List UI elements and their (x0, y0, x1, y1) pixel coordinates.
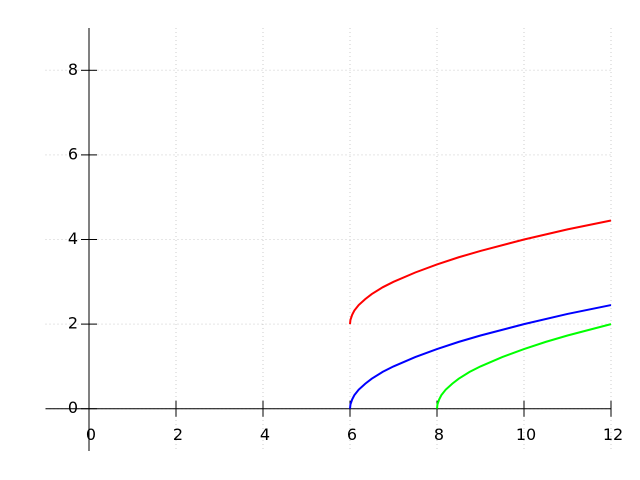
x-tick-label: 12 (603, 425, 623, 444)
y-tick-label: 6 (68, 144, 78, 163)
y-tick-label: 8 (68, 60, 78, 79)
y-tick-label: 2 (68, 314, 78, 333)
x-tick-label: 2 (173, 425, 183, 444)
series-line (349, 219, 612, 325)
y-tick-label: 0 (68, 398, 78, 417)
series-line (349, 304, 612, 409)
x-tick-label: 6 (347, 425, 357, 444)
x-tick-label: 0 (86, 425, 96, 444)
y-tick-label: 4 (68, 229, 78, 248)
x-tick-label: 8 (434, 425, 444, 444)
series-line (436, 323, 612, 409)
x-tick-label: 10 (516, 425, 536, 444)
x-tick-label: 4 (260, 425, 270, 444)
